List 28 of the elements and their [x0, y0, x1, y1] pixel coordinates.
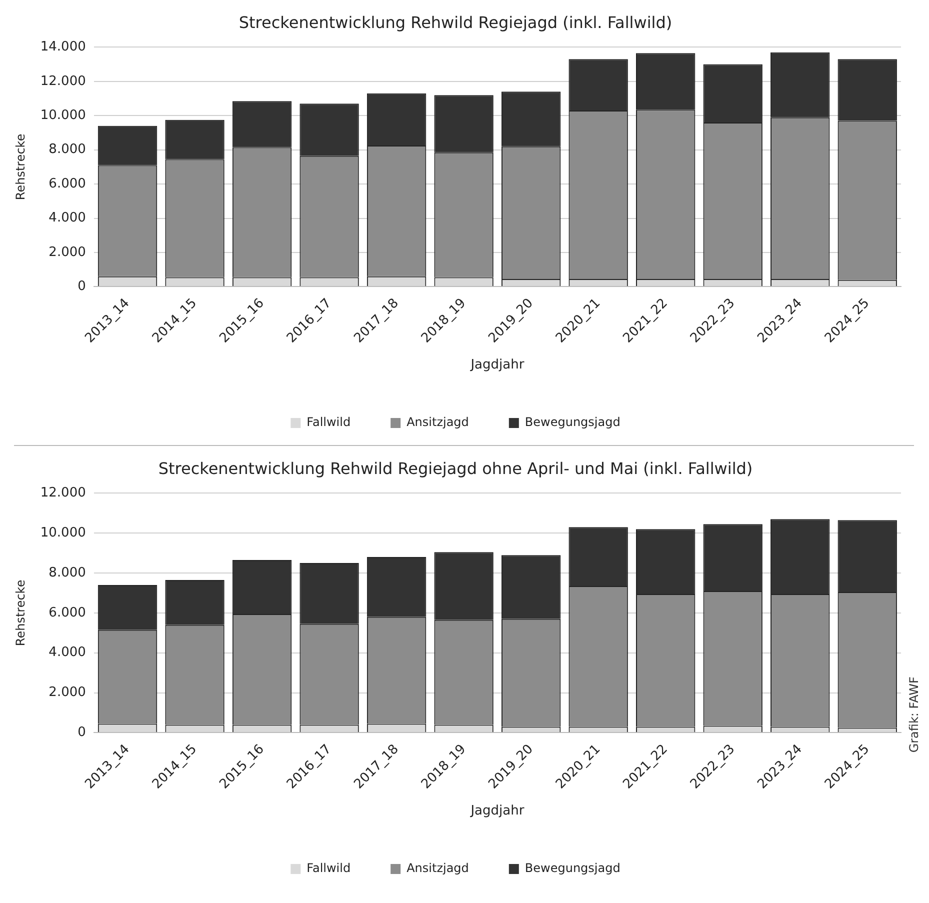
legend-label: Bewegungsjagd: [524, 861, 620, 876]
y-tick-label: 14.000: [40, 40, 86, 55]
y-axis-title: Rehstrecke: [13, 580, 28, 646]
y-tick-label: 6.000: [48, 176, 86, 192]
legend-label: Fallwild: [306, 415, 351, 430]
y-axis-title: Rehstrecke: [13, 134, 28, 200]
y-tick-label: 12.000: [40, 486, 86, 501]
y-tick-label: 10.000: [40, 108, 86, 123]
y-tick-label: 4.000: [48, 210, 86, 226]
y-tick-label: 0: [78, 279, 86, 294]
legend-label: Ansitzjagd: [406, 861, 469, 876]
text: Grafik: FAWF: [907, 676, 922, 753]
chart-title: Streckenentwicklung Rehwild Regiejagd ohne April- und Mai (inkl. Fallwild): [158, 458, 753, 478]
y-tick-label: 8.000: [48, 565, 86, 580]
legend-label: Fallwild: [306, 861, 351, 876]
chart-title: Streckenentwicklung Rehwild Regiejagd (inkl. Fallwild): [238, 12, 672, 32]
y-tick-label: 2.000: [48, 685, 86, 700]
legend-label: Ansitzjagd: [406, 415, 469, 430]
x-axis-title: Jagdjahr: [470, 358, 525, 373]
y-tick-label: 0: [78, 725, 86, 740]
y-tick-label: 2.000: [48, 244, 86, 260]
y-tick-label: 8.000: [48, 142, 86, 158]
y-tick-label: 10.000: [40, 525, 86, 540]
y-tick-label: 4.000: [48, 645, 86, 660]
y-tick-label: 12.000: [40, 74, 86, 89]
legend-label: Bewegungsjagd: [524, 415, 620, 430]
x-axis-title: Jagdjahr: [470, 804, 525, 819]
y-tick-label: 6.000: [48, 605, 86, 620]
